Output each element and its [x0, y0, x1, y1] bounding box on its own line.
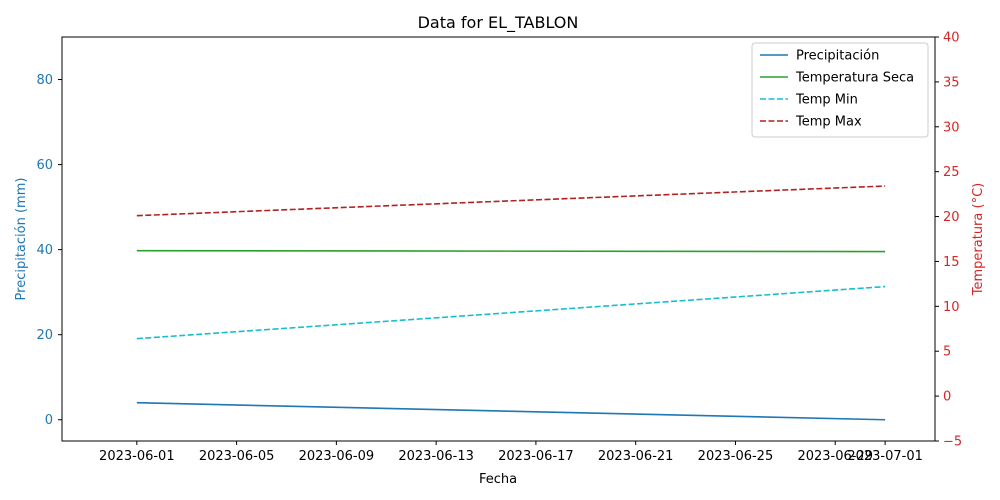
y-left-tick-label-2: 40 — [36, 243, 53, 258]
y-left-tick-label-0: 0 — [45, 413, 53, 428]
legend-box — [751, 42, 929, 138]
y-right-tick-label-0: −5 — [943, 435, 962, 450]
plot-frame — [61, 36, 936, 442]
x-tick-label-1: 2023-06-05 — [199, 449, 275, 464]
y-left-tick-label-1: 20 — [36, 328, 53, 343]
y-axis-right-label: Temperatura (°C) — [971, 183, 986, 296]
y-axis-left: 0 20 40 60 80 — [36, 73, 62, 428]
y-right-tick-label-2: 5 — [943, 345, 951, 360]
series-line-2 — [136, 285, 886, 340]
legend: Precipitación Temperatura Seca Temp Min Tem… — [751, 42, 929, 138]
legend-label-0: Precipitación — [796, 49, 879, 64]
y-right-tick-label-3: 10 — [943, 300, 960, 315]
x-axis-label: Fecha — [479, 472, 517, 487]
x-tick-label-0: 2023-06-01 — [99, 449, 175, 464]
x-tick-label-8: 2023-07-01 — [847, 449, 923, 464]
series-line-0 — [136, 401, 886, 421]
chart-title: Data for EL_TABLON — [418, 13, 579, 33]
y-right-tick-label-7: 30 — [943, 120, 960, 135]
x-tick-label-7: 2023-06-29 — [797, 449, 873, 464]
y-right-tick-label-9: 40 — [943, 31, 960, 46]
x-tick-label-2: 2023-06-09 — [299, 449, 375, 464]
legend-label-2: Temp Min — [795, 93, 858, 108]
y-right-tick-label-4: 15 — [943, 255, 960, 270]
series-line-3 — [136, 185, 886, 217]
y-right-tick-label-8: 35 — [943, 75, 960, 90]
y-right-tick-label-1: 0 — [943, 390, 951, 405]
y-axis-left-label: Precipitación (mm) — [14, 178, 29, 301]
x-axis: 2023-06-01 2023-06-05 2023-06-09 2023-06-13… — [99, 441, 923, 464]
series-layer — [136, 185, 886, 421]
legend-label-3: Temp Max — [795, 115, 862, 130]
y-left-tick-label-4: 80 — [36, 73, 53, 88]
x-tick-label-3: 2023-06-13 — [398, 449, 474, 464]
y-axis-right: −5 0 5 10 15 20 25 30 35 40 — [935, 31, 962, 450]
x-tick-label-6: 2023-06-25 — [698, 449, 774, 464]
plot-border — [61, 36, 936, 442]
legend-label-1: Temperatura Seca — [795, 71, 914, 86]
y-left-tick-label-3: 60 — [36, 158, 53, 173]
series-line-1 — [136, 249, 886, 253]
y-right-tick-label-6: 25 — [943, 165, 960, 180]
y-right-tick-label-5: 20 — [943, 210, 960, 225]
x-tick-label-4: 2023-06-17 — [498, 449, 574, 464]
x-tick-label-5: 2023-06-21 — [598, 449, 674, 464]
